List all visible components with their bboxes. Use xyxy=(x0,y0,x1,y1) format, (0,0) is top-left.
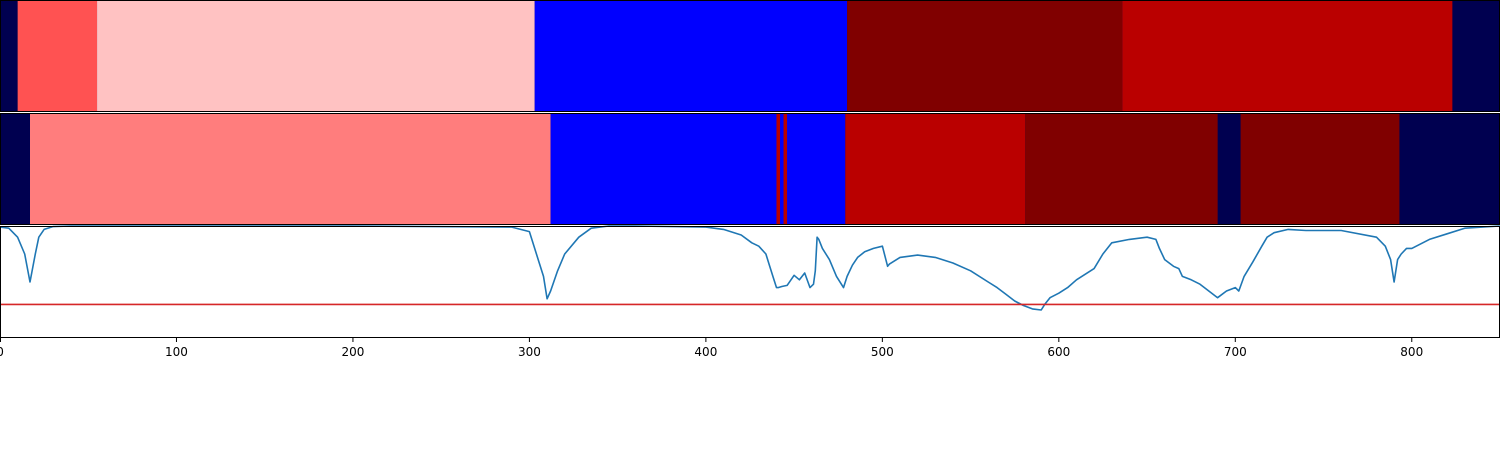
x-tick-label-3: 300 xyxy=(518,345,541,359)
x-tick-label-5: 500 xyxy=(871,345,894,359)
line-plot-panel xyxy=(0,225,1500,338)
line-panel-background xyxy=(0,226,1500,338)
heatmap-segment-0-2 xyxy=(534,0,848,112)
x-tick-label-1: 100 xyxy=(165,345,188,359)
x-tick-label-6: 600 xyxy=(1047,345,1070,359)
x-tick-label-7: 700 xyxy=(1224,345,1247,359)
heatmap-segment-1-3 xyxy=(783,113,788,225)
x-tick-label-8: 800 xyxy=(1400,345,1423,359)
heatmap-segment-1-2 xyxy=(776,113,780,225)
x-tick-label-2: 200 xyxy=(341,345,364,359)
heatmap-segment-0-3 xyxy=(847,0,1123,112)
heatmap-segment-1-5 xyxy=(1025,113,1218,225)
heatmap-segment-1-1 xyxy=(550,113,846,225)
heatmap-segment-1-4 xyxy=(845,113,1026,225)
heatmap-segment-0-0 xyxy=(17,0,98,112)
signal-line xyxy=(0,225,1500,311)
heatmap-segment-0-1 xyxy=(97,0,535,112)
x-axis: 0 100 200 300 400 500 600 700 800 xyxy=(0,338,1423,359)
heatmap-segment-0-4 xyxy=(1122,0,1453,112)
x-tick-label-4: 400 xyxy=(694,345,717,359)
heatmap-track-middle xyxy=(0,113,1500,225)
heatmap-segment-1-6 xyxy=(1240,113,1400,225)
x-tick-label-0: 0 xyxy=(0,345,4,359)
heatmap-segment-1-0 xyxy=(30,113,551,225)
heatmap-track-top xyxy=(0,0,1500,112)
